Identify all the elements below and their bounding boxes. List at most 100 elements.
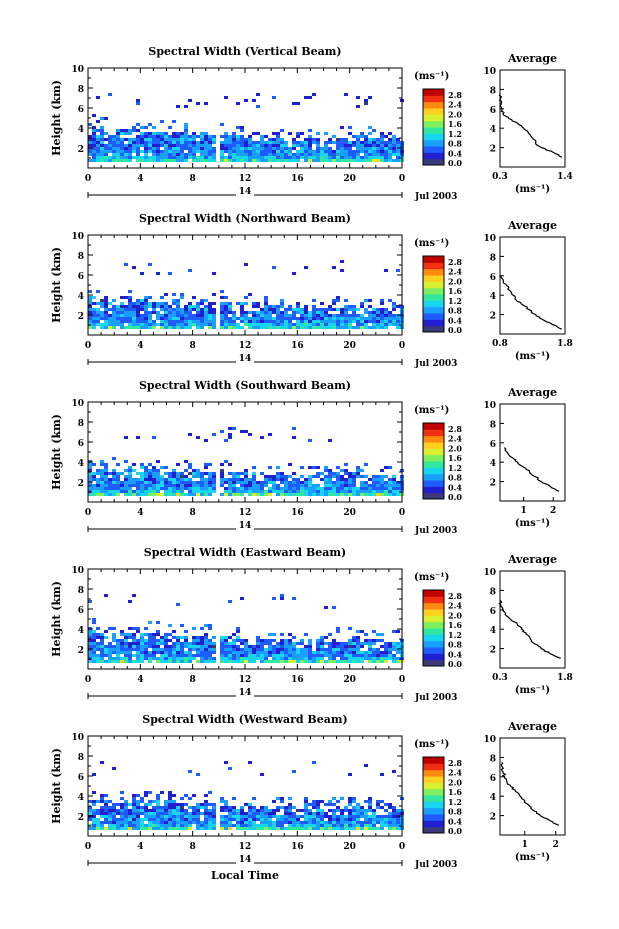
- heatmap-cell: [164, 639, 168, 642]
- heatmap-cell: [328, 487, 332, 490]
- heatmap-cell: [316, 484, 320, 487]
- heatmap-cell: [180, 320, 184, 323]
- heatmap-cell: [132, 326, 136, 329]
- heatmap-cell: [204, 815, 208, 818]
- heatmap-cell: [156, 657, 160, 660]
- heatmap-cell: [308, 484, 312, 487]
- heatmap-cell: [392, 144, 396, 147]
- heatmap-cell: [272, 159, 276, 162]
- heatmap-cell: [184, 469, 188, 472]
- heatmap-cell: [168, 821, 172, 824]
- average-y-tick-label: 10: [483, 735, 496, 745]
- heatmap-cell: [364, 317, 368, 320]
- heatmap-cell: [276, 797, 280, 800]
- heatmap-cell: [128, 645, 132, 648]
- heatmap-cell: [160, 138, 164, 141]
- heatmap-cell: [392, 135, 396, 138]
- heatmap-cell: [88, 642, 92, 645]
- heatmap-cell: [188, 642, 192, 645]
- heatmap-cell: [164, 320, 168, 323]
- heatmap-cell: [256, 159, 260, 162]
- heatmap-cell: [320, 645, 324, 648]
- heatmap-cell: [204, 311, 208, 314]
- heatmap-cell: [88, 463, 92, 466]
- heatmap-cell: [200, 484, 204, 487]
- heatmap-cell: [344, 141, 348, 144]
- colorbar-swatch: [423, 628, 444, 635]
- x-tick-label: 16: [291, 675, 304, 685]
- heatmap-cell: [144, 478, 148, 481]
- colorbar-swatch: [423, 640, 444, 648]
- heatmap-cell: [388, 132, 392, 135]
- heatmap-cell: [312, 299, 316, 302]
- heatmap-cell: [308, 466, 312, 469]
- heatmap-cell: [92, 633, 96, 636]
- heatmap-cell: [184, 654, 188, 657]
- colorbar-swatch: [423, 313, 444, 320]
- heatmap-cell: [372, 824, 376, 827]
- y-axis-label: Height (km): [50, 581, 63, 657]
- heatmap-cell: [132, 320, 136, 323]
- heatmap-cell: [268, 159, 272, 162]
- heatmap-cell: [220, 642, 224, 645]
- heatmap-cell: [104, 809, 108, 812]
- heatmap-cell: [396, 269, 400, 272]
- heatmap-cell: [276, 642, 280, 645]
- heatmap-cell: [184, 636, 188, 639]
- heatmap-cell: [176, 803, 180, 806]
- heatmap-cell: [220, 430, 224, 433]
- heatmap-cell: [196, 326, 200, 329]
- heatmap-cell: [388, 824, 392, 827]
- heatmap-cell: [172, 478, 176, 481]
- heatmap-cell: [112, 633, 116, 636]
- heatmap-cell: [196, 323, 200, 326]
- heatmap-cell: [212, 141, 216, 144]
- heatmap-cell: [388, 299, 392, 302]
- heatmap-cell: [168, 639, 172, 642]
- heatmap-cell: [340, 478, 344, 481]
- heatmap-cell: [392, 317, 396, 320]
- heatmap-cell: [308, 138, 312, 141]
- heatmap-cell: [280, 821, 284, 824]
- heatmap-cell: [120, 150, 124, 153]
- heatmap-cell: [228, 478, 232, 481]
- heatmap-cell: [176, 660, 180, 663]
- heatmap-cell: [396, 645, 400, 648]
- heatmap-cell: [116, 323, 120, 326]
- heatmap-cell: [304, 311, 308, 314]
- heatmap-cell: [112, 812, 116, 815]
- heatmap-cell: [372, 657, 376, 660]
- heatmap-cell: [264, 809, 268, 812]
- heatmap-cell: [272, 660, 276, 663]
- heatmap-cell: [364, 815, 368, 818]
- heatmap-cell: [268, 824, 272, 827]
- heatmap-cell: [312, 827, 316, 830]
- colorbar-unit: (ms⁻¹): [414, 572, 449, 583]
- heatmap-cell: [320, 487, 324, 490]
- heatmap-cell: [284, 144, 288, 147]
- heatmap-cell: [136, 299, 140, 302]
- heatmap-cell: [180, 308, 184, 311]
- heatmap-cell: [120, 818, 124, 821]
- heatmap-cell: [136, 806, 140, 809]
- heatmap-cell: [192, 648, 196, 651]
- heatmap-cell: [176, 323, 180, 326]
- heatmap: [88, 260, 404, 329]
- heatmap-cell: [132, 797, 136, 800]
- heatmap-cell: [164, 633, 168, 636]
- heatmap-cell: [128, 627, 132, 630]
- heatmap-cell: [296, 657, 300, 660]
- heatmap-cell: [208, 654, 212, 657]
- colorbar-swatch: [423, 139, 444, 147]
- heatmap-cell: [340, 153, 344, 156]
- heatmap-cell: [200, 812, 204, 815]
- heatmap-cell: [224, 827, 228, 830]
- heatmap-cell: [300, 481, 304, 484]
- heatmap-cell: [308, 153, 312, 156]
- average-profile-line: [500, 275, 563, 330]
- average-profile-line: [498, 94, 563, 158]
- heatmap-cell: [132, 323, 136, 326]
- heatmap-cell: [108, 815, 112, 818]
- heatmap-cell: [144, 475, 148, 478]
- heatmap-cell: [308, 812, 312, 815]
